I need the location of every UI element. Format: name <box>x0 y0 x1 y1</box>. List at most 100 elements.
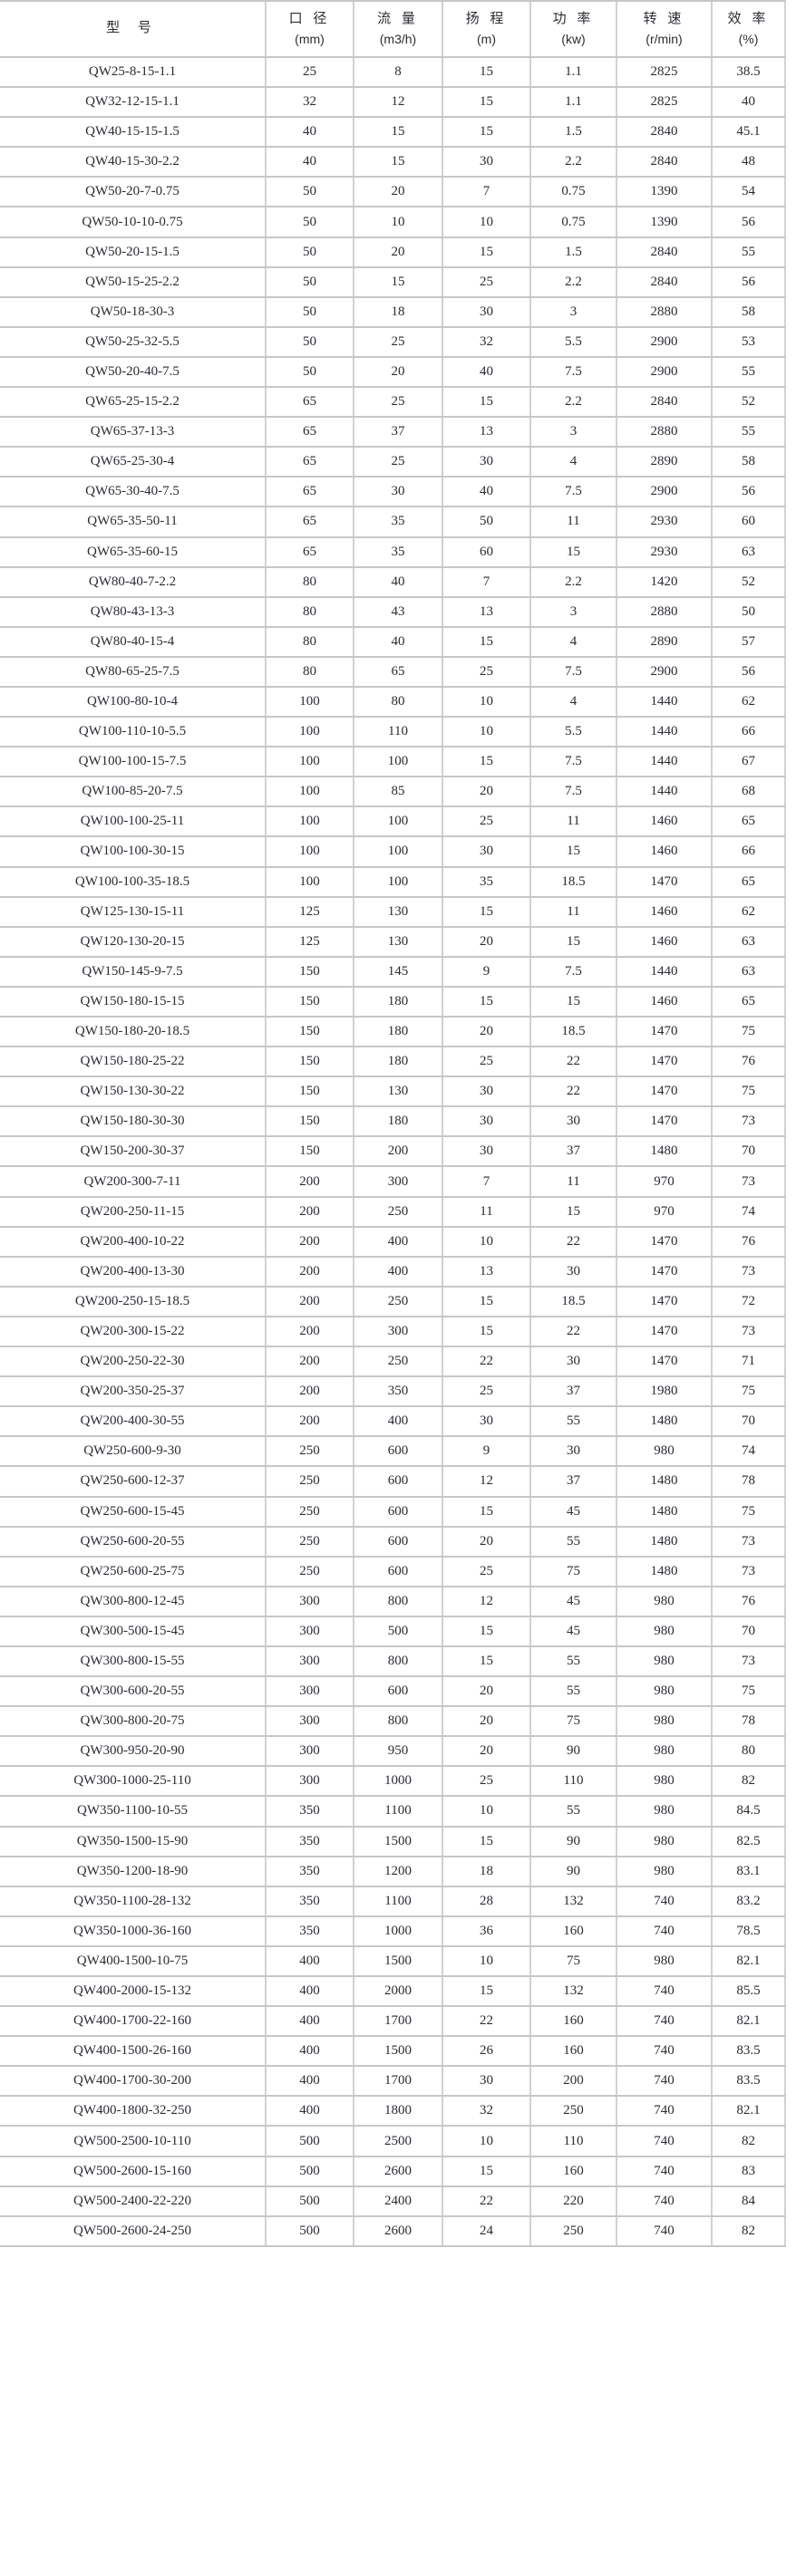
table-row: QW80-40-7-2.2 80 40 7 2.2 1420 52 <box>0 565 796 598</box>
row-spacer-cell <box>784 266 796 297</box>
table-row: QW100-100-35-18.5 100 100 35 18.5 1470 65 <box>0 865 796 898</box>
cell-model: QW100-100-15-7.5 <box>0 746 266 778</box>
cell-eff: 62 <box>711 685 785 719</box>
cell-bore: 200 <box>265 1195 354 1228</box>
row-spacer-cell <box>784 747 796 777</box>
cell-head: 15 <box>442 625 530 658</box>
cell-model: QW300-800-12-45 <box>0 1585 266 1617</box>
cell-model: QW100-85-20-7.5 <box>0 776 266 808</box>
cell-bore: 150 <box>265 955 354 988</box>
table-row: QW65-35-50-11 65 35 50 11 2930 60 <box>0 506 796 538</box>
table-row: QW300-800-15-55 300 800 15 55 980 73 <box>0 1645 796 1678</box>
row-spacer-cell <box>784 1915 796 1946</box>
cell-power: 3 <box>529 416 616 449</box>
cell-power: 55 <box>529 1405 616 1438</box>
column-header-unit-bore: (mm) <box>295 31 325 46</box>
cell-bore: 50 <box>265 206 354 238</box>
row-spacer-cell <box>784 1286 796 1317</box>
cell-head: 7 <box>442 565 530 598</box>
cell-head: 10 <box>442 1944 530 1978</box>
cell-speed: 740 <box>616 2214 712 2247</box>
column-header-eff: 效 率 (%) <box>711 0 785 58</box>
cell-flow: 600 <box>353 1495 442 1528</box>
cell-power: 7.5 <box>529 955 616 988</box>
row-spacer-cell <box>784 2185 796 2216</box>
cell-speed: 1460 <box>616 835 712 868</box>
column-header-label-flow: 流 量 <box>377 11 419 26</box>
cell-speed: 2840 <box>616 146 712 178</box>
cell-head: 9 <box>442 1435 530 1468</box>
cell-eff: 82 <box>711 2125 785 2157</box>
cell-flow: 800 <box>353 1645 442 1678</box>
table-row: QW250-600-25-75 250 600 25 75 1480 73 <box>0 1555 796 1587</box>
cell-bore: 100 <box>265 746 354 778</box>
cell-flow: 1500 <box>353 2035 442 2068</box>
cell-speed: 1480 <box>616 1525 712 1558</box>
cell-head: 22 <box>442 1346 530 1378</box>
cell-speed: 1480 <box>616 1405 712 1438</box>
cell-bore: 80 <box>265 625 354 658</box>
table-row: QW150-180-25-22 150 180 25 22 1470 76 <box>0 1046 796 1078</box>
table-row: QW250-600-15-45 250 600 15 45 1480 75 <box>0 1495 796 1528</box>
cell-eff: 58 <box>711 446 785 478</box>
cell-eff: 65 <box>711 865 785 898</box>
cell-head: 15 <box>442 55 530 89</box>
cell-speed: 740 <box>616 2155 712 2187</box>
row-spacer-cell <box>784 1586 796 1616</box>
cell-power: 250 <box>529 2095 616 2127</box>
cell-model: QW250-600-9-30 <box>0 1435 266 1468</box>
cell-flow: 25 <box>353 386 442 419</box>
cell-head: 10 <box>442 206 530 238</box>
cell-power: 7.5 <box>529 746 616 778</box>
cell-model: QW200-400-13-30 <box>0 1255 266 1288</box>
table-row: QW80-65-25-7.5 80 65 25 7.5 2900 56 <box>0 655 796 688</box>
table-row: QW350-1100-10-55 350 1100 10 55 980 84.5 <box>0 1795 796 1828</box>
cell-bore: 80 <box>265 655 354 688</box>
cell-flow: 10 <box>353 206 442 238</box>
cell-bore: 500 <box>265 2155 354 2187</box>
cell-head: 10 <box>442 685 530 719</box>
cell-flow: 130 <box>353 895 442 928</box>
table-row: QW400-1500-10-75 400 1500 10 75 980 82.1 <box>0 1944 796 1978</box>
table-row: QW200-250-15-18.5 200 250 15 18.5 1470 72 <box>0 1285 796 1317</box>
table-row: QW50-25-32-5.5 50 25 32 5.5 2900 53 <box>0 325 796 358</box>
cell-flow: 1000 <box>353 1915 442 1947</box>
table-body: QW25-8-15-1.1 25 8 15 1.1 2825 38.5 QW32-12-15-… <box>0 55 796 2247</box>
row-spacer-cell <box>784 1826 796 1857</box>
cell-bore: 300 <box>265 1735 354 1768</box>
cell-head: 15 <box>442 116 530 149</box>
cell-bore: 400 <box>265 1974 354 2008</box>
cell-speed: 1470 <box>616 1255 712 1288</box>
column-header-unit-flow: (m3/h) <box>379 31 417 46</box>
cell-speed: 2900 <box>616 655 712 688</box>
cell-bore: 40 <box>265 146 354 178</box>
cell-head: 30 <box>442 146 530 178</box>
cell-model: QW100-100-35-18.5 <box>0 865 266 898</box>
cell-eff: 83.5 <box>711 2035 785 2068</box>
cell-eff: 52 <box>711 386 785 419</box>
row-spacer-cell <box>784 866 796 897</box>
cell-eff: 68 <box>711 776 785 808</box>
cell-power: 11 <box>529 806 616 838</box>
cell-speed: 1470 <box>616 1346 712 1378</box>
cell-model: QW65-37-13-3 <box>0 416 266 449</box>
cell-speed: 1470 <box>616 865 712 898</box>
table-row: QW300-800-12-45 300 800 12 45 980 76 <box>0 1585 796 1617</box>
table-row: QW50-15-25-2.2 50 15 25 2.2 2840 56 <box>0 265 796 298</box>
cell-flow: 500 <box>353 1615 442 1647</box>
cell-power: 200 <box>529 2065 616 2098</box>
row-spacer-cell <box>784 447 796 478</box>
cell-head: 20 <box>442 1675 530 1708</box>
table-row: QW250-600-9-30 250 600 9 30 980 74 <box>0 1435 796 1468</box>
cell-power: 5.5 <box>529 325 616 358</box>
cell-eff: 83.5 <box>711 2065 785 2098</box>
cell-flow: 20 <box>353 355 442 389</box>
cell-bore: 250 <box>265 1435 354 1468</box>
column-header-label-bore: 口 径 <box>288 11 331 26</box>
cell-eff: 70 <box>711 1405 785 1438</box>
cell-bore: 250 <box>265 1465 354 1498</box>
cell-eff: 84 <box>711 2185 785 2217</box>
cell-power: 110 <box>529 1765 616 1798</box>
cell-bore: 100 <box>265 806 354 838</box>
cell-power: 37 <box>529 1135 616 1168</box>
